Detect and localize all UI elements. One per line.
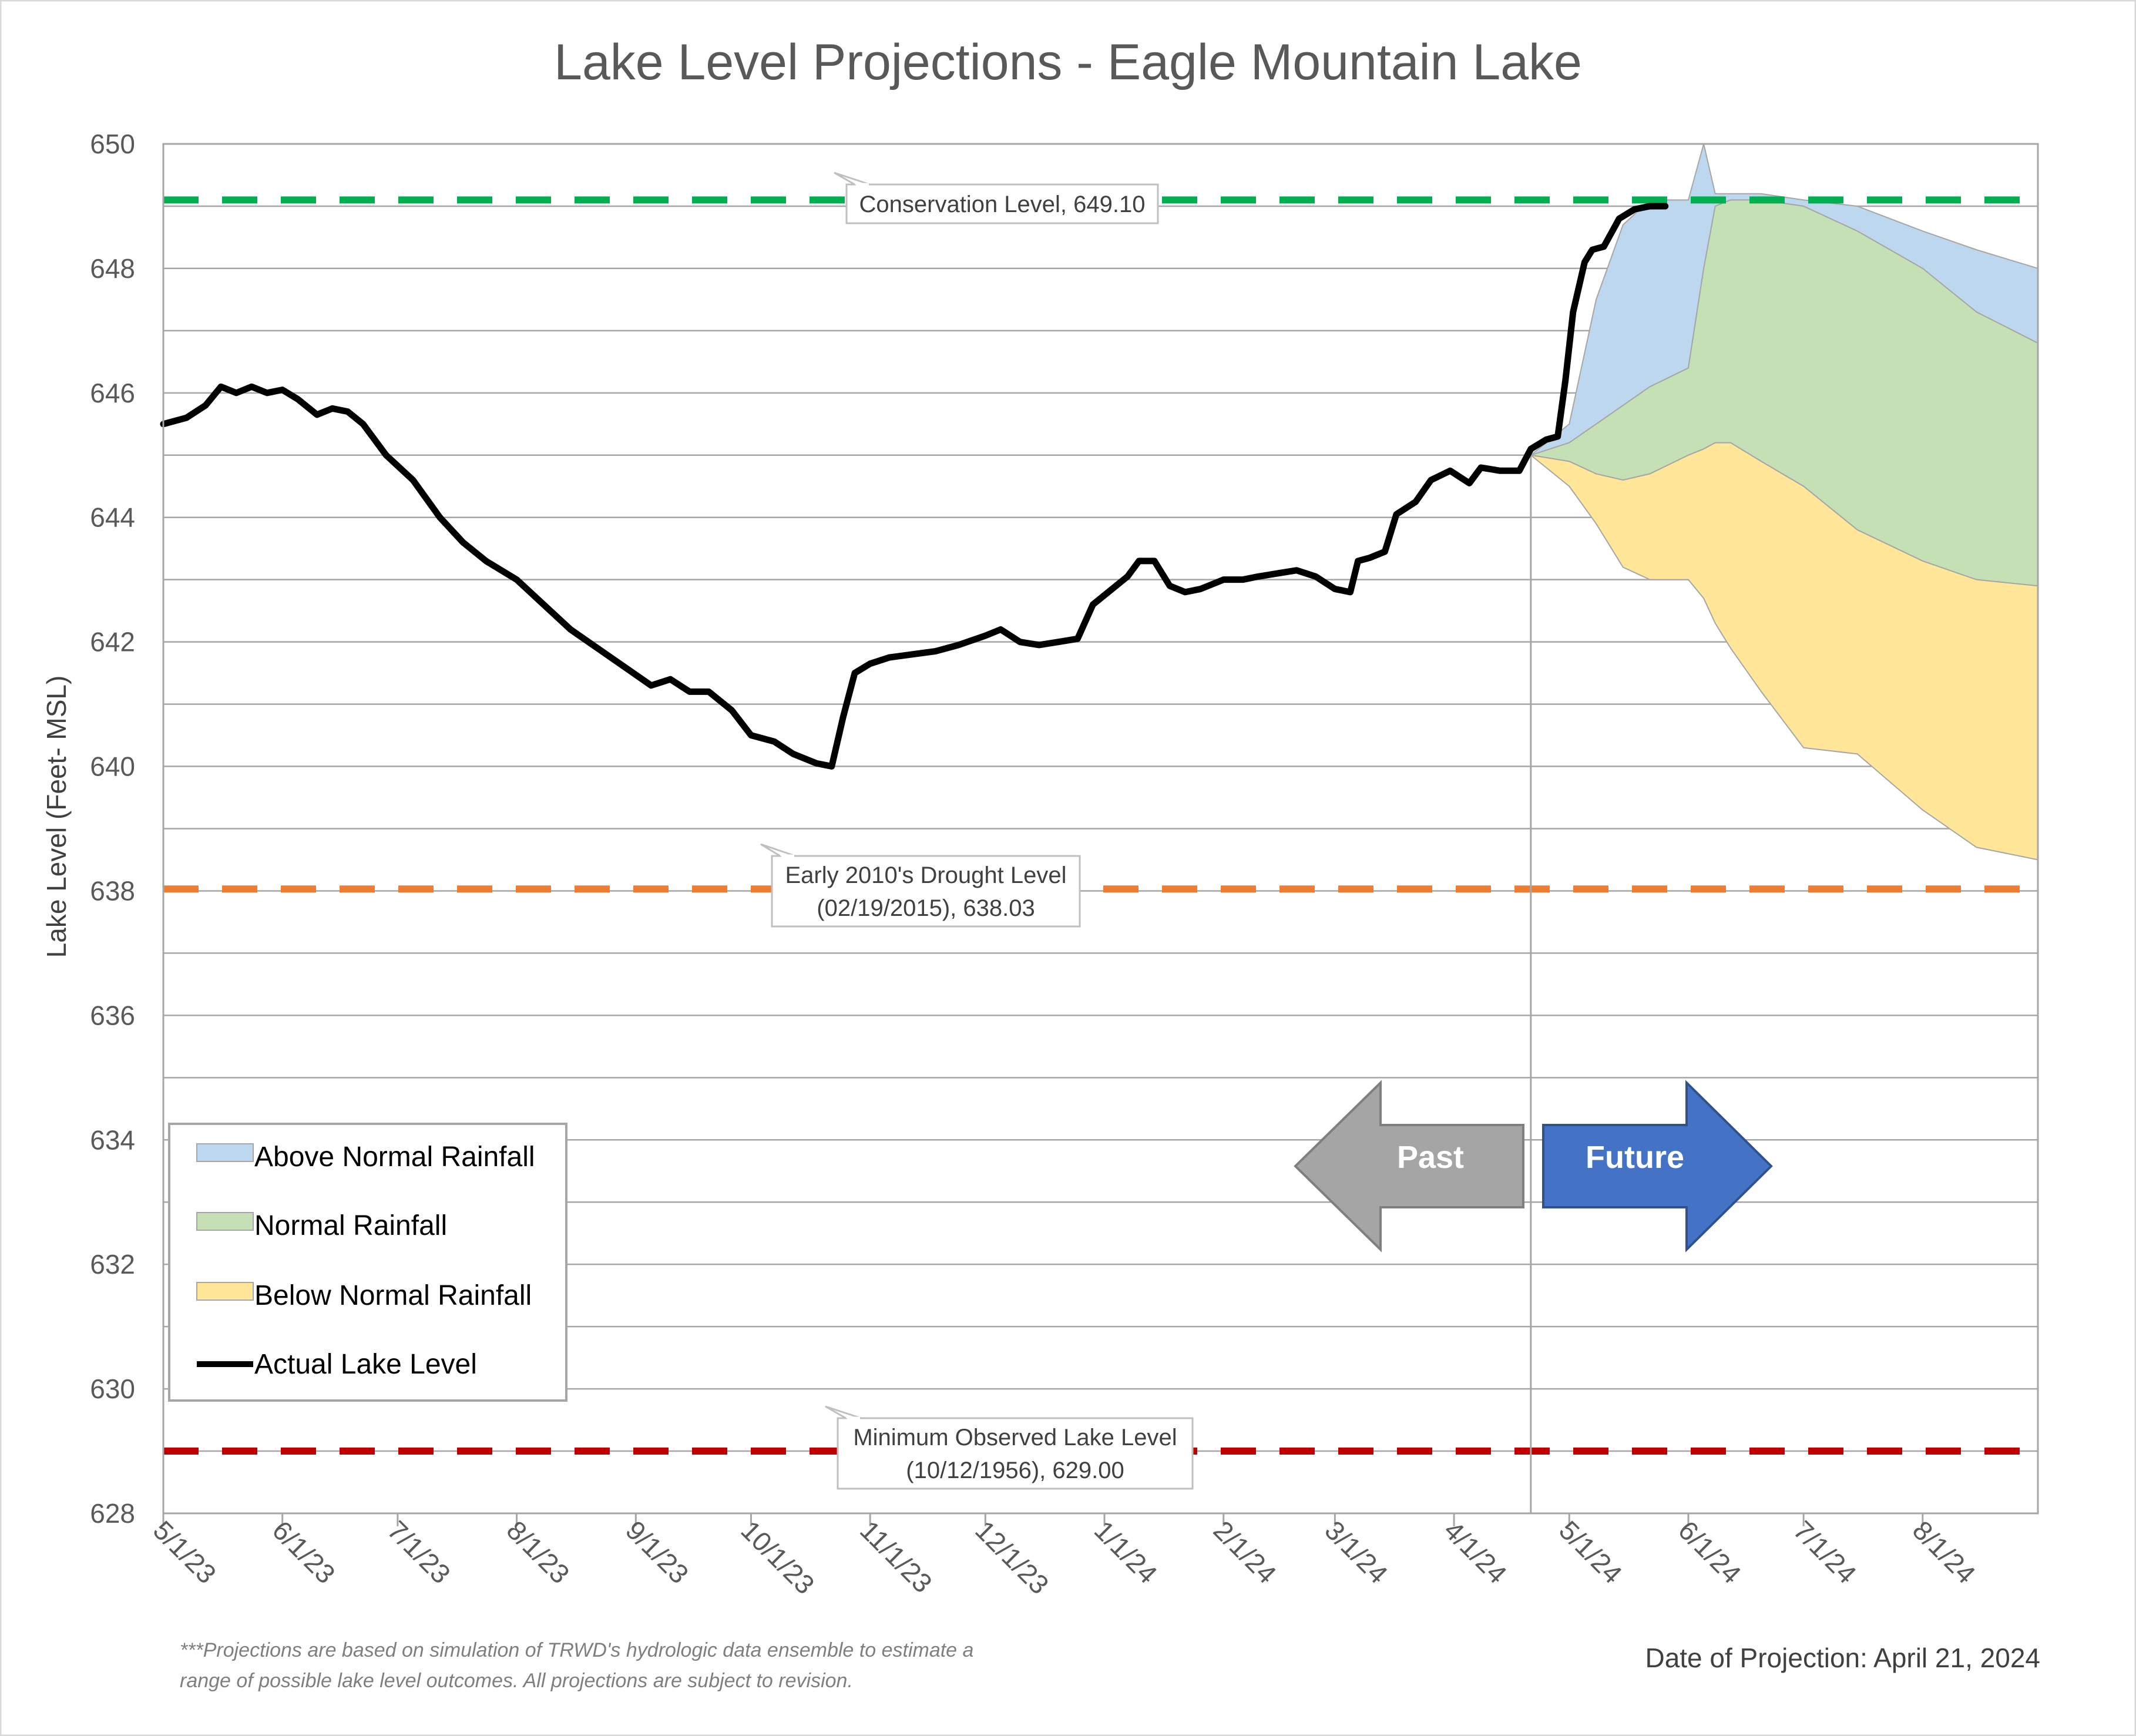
legend-label-actual-level: Actual Lake Level: [254, 1349, 477, 1380]
y-tick-label: 640: [90, 751, 135, 782]
actual-lake-level-series: [160, 203, 1669, 770]
y-tick-label: 650: [90, 129, 135, 159]
past-arrow: Past: [1294, 1080, 1524, 1253]
conservation-level-callout-pointer: [834, 172, 871, 186]
y-tick-label: 644: [90, 502, 135, 533]
legend: Above Normal Rainfall Normal Rainfall Be…: [168, 1123, 567, 1402]
legend-label-below-normal: Below Normal Rainfall: [254, 1280, 532, 1311]
projection-date-text: Date of Projection: April 21, 2024: [1645, 1643, 2040, 1673]
y-tick-label: 646: [90, 378, 135, 408]
future-arrow-shape: [1542, 1080, 1773, 1253]
legend-label-above-normal: Above Normal Rainfall: [254, 1141, 535, 1173]
drought-level-callout-box: [771, 855, 1081, 928]
drought-level-callout-text: Early 2010's Drought Level: [785, 862, 1066, 888]
legend-swatch-below-normal: [196, 1282, 254, 1301]
legend-swatch-above-normal: [196, 1143, 254, 1162]
minimum-level-callout-pointer: [825, 1405, 862, 1419]
past-arrow-shape: [1294, 1080, 1524, 1253]
past-arrow-label: Past: [1397, 1140, 1464, 1175]
drought-level-callout-pointer: [760, 843, 796, 857]
conservation-level-callout-text: Conservation Level, 649.10: [859, 192, 1146, 217]
minimum-level-callout-text: Minimum Observed Lake Level: [853, 1425, 1177, 1450]
future-arrow: Future: [1542, 1080, 1773, 1253]
minimum-level-callout-box: [837, 1417, 1194, 1490]
reference-lines: [163, 196, 2038, 1455]
y-tick-label: 630: [90, 1374, 135, 1404]
y-tick-label: 642: [90, 627, 135, 657]
y-tick-label: 636: [90, 1000, 135, 1030]
conservation-level-callout-box: [845, 183, 1159, 224]
plot-area-border: [162, 143, 2039, 1515]
actual-lake-level-line: [160, 203, 1669, 770]
y-axis-label: Lake Level (Feet- MSL): [41, 676, 72, 958]
legend-swatch-normal: [196, 1212, 254, 1231]
y-tick-label: 628: [90, 1498, 135, 1529]
y-tick-label: 638: [90, 875, 135, 906]
y-tick-label: 634: [90, 1124, 135, 1155]
future-arrow-label: Future: [1586, 1140, 1684, 1175]
projection-areas: [1529, 143, 2038, 861]
minimum-level-callout-text: (10/12/1956), 629.00: [906, 1458, 1124, 1483]
footnote-line-2: range of possible lake level outcomes. A…: [180, 1670, 853, 1692]
y-tick-label: 632: [90, 1249, 135, 1280]
chart-title: Lake Level Projections - Eagle Mountain …: [554, 34, 1582, 90]
footnote-line-1: ***Projections are based on simulation o…: [180, 1639, 973, 1661]
legend-label-normal: Normal Rainfall: [254, 1210, 447, 1241]
y-tick-label: 648: [90, 253, 135, 284]
legend-box: [168, 1123, 567, 1402]
drought-level-callout-text: (02/19/2015), 638.03: [817, 895, 1035, 921]
reference-callouts: Conservation Level, 649.10 Early 2010's D…: [760, 172, 1194, 1490]
